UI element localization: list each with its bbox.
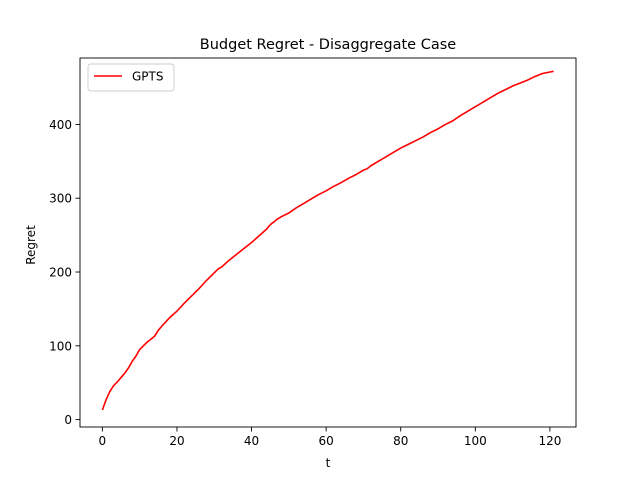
x-tick-label: 60 bbox=[318, 434, 333, 448]
x-tick-label: 80 bbox=[393, 434, 408, 448]
x-tick-label: 0 bbox=[99, 434, 107, 448]
y-tick-label: 0 bbox=[64, 413, 72, 427]
y-tick-label: 400 bbox=[49, 118, 72, 132]
x-tick-label: 120 bbox=[538, 434, 561, 448]
legend: GPTS bbox=[87, 63, 175, 92]
series-line-0 bbox=[101, 70, 554, 411]
legend-box bbox=[87, 63, 175, 92]
plot-area bbox=[79, 57, 577, 428]
y-axis-ticks: 0 100 200 300 400 bbox=[49, 118, 80, 427]
x-axis-ticks: 0 20 40 60 80 100 120 bbox=[99, 427, 561, 448]
x-tick-label: 100 bbox=[464, 434, 487, 448]
x-tick-label: 20 bbox=[169, 434, 184, 448]
axes-frame bbox=[79, 57, 577, 428]
x-tick-label: 40 bbox=[244, 434, 259, 448]
y-tick-label: 100 bbox=[49, 339, 72, 353]
x-axis-label: t bbox=[326, 456, 331, 470]
chart-title: Budget Regret - Disaggregate Case bbox=[200, 37, 456, 53]
legend-label: GPTS bbox=[132, 70, 163, 84]
y-tick-label: 200 bbox=[49, 266, 72, 280]
y-axis-label: Regret bbox=[24, 225, 38, 265]
y-tick-label: 300 bbox=[49, 192, 72, 206]
